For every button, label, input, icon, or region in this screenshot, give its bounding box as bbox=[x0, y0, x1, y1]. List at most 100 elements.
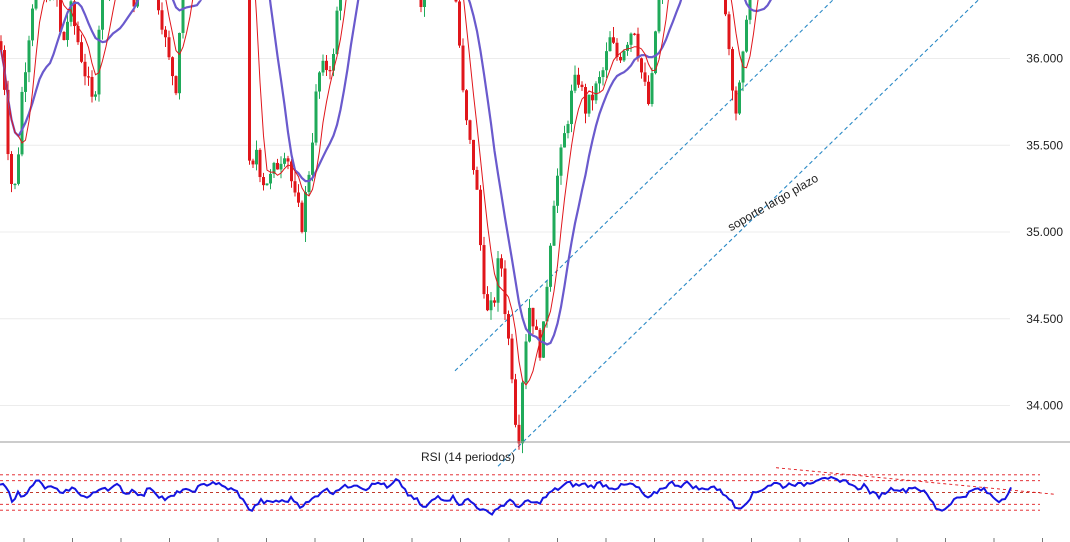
candle-up bbox=[626, 44, 629, 51]
candle-down bbox=[636, 33, 640, 59]
rsi-line bbox=[0, 475, 1012, 516]
candle-down bbox=[510, 338, 514, 380]
candle-down bbox=[731, 49, 734, 91]
candle-down bbox=[262, 177, 265, 186]
candle-up bbox=[654, 31, 657, 74]
candle-down bbox=[475, 169, 479, 190]
rsi-trendline bbox=[775, 467, 1056, 495]
candle-up bbox=[496, 258, 500, 303]
candle-down bbox=[276, 162, 279, 170]
candle-up bbox=[650, 73, 654, 105]
candle-up bbox=[570, 90, 573, 125]
candle-down bbox=[0, 41, 3, 51]
sma-slow-line bbox=[0, 0, 772, 346]
candle-up bbox=[307, 174, 311, 193]
candle-down bbox=[325, 60, 328, 71]
candle-up bbox=[542, 321, 545, 358]
candles bbox=[0, 0, 752, 454]
trendlines bbox=[454, 0, 980, 467]
candle-down bbox=[251, 160, 255, 165]
candle-down bbox=[640, 58, 643, 73]
candle-down bbox=[157, 0, 160, 11]
candle-down bbox=[612, 37, 615, 43]
candle-down bbox=[10, 154, 13, 184]
price-y-axis: 34.00034.50035.00035.50036.00036.50037.0… bbox=[1026, 52, 1063, 413]
candle-down bbox=[132, 0, 136, 7]
candle-down bbox=[80, 42, 83, 62]
candle-down bbox=[517, 424, 521, 444]
candle-down bbox=[514, 379, 517, 425]
candle-up bbox=[265, 183, 269, 186]
candle-down bbox=[258, 149, 262, 178]
candle-down bbox=[647, 81, 650, 105]
y-tick-label: 35.500 bbox=[1026, 138, 1063, 152]
candle-down bbox=[293, 181, 297, 193]
y-tick-label: 35.000 bbox=[1026, 225, 1063, 239]
candle-down bbox=[454, 0, 458, 2]
candle-down bbox=[619, 56, 622, 61]
candle-up bbox=[335, 10, 339, 54]
candle-down bbox=[164, 29, 167, 38]
candle-up bbox=[304, 192, 307, 232]
candle-up bbox=[528, 307, 531, 342]
candle-down bbox=[90, 76, 94, 97]
candle-down bbox=[482, 245, 486, 295]
candle-up bbox=[69, 1, 73, 22]
candle-down bbox=[507, 314, 510, 339]
candle-down bbox=[300, 202, 304, 232]
candle-down bbox=[615, 42, 619, 57]
candle-up bbox=[594, 83, 598, 101]
candle-down bbox=[577, 74, 580, 85]
candle-up bbox=[339, 0, 342, 11]
candle-down bbox=[167, 37, 171, 58]
candle-up bbox=[559, 147, 563, 176]
candle-down bbox=[584, 87, 587, 114]
candle-up bbox=[745, 19, 748, 52]
candle-up bbox=[318, 72, 321, 92]
y-tick-label: 34.000 bbox=[1026, 399, 1063, 413]
candle-up bbox=[601, 70, 605, 78]
rsi-trendlines bbox=[775, 467, 1056, 495]
price-grid bbox=[0, 58, 1010, 406]
support-annotation: soporte largo plazo bbox=[725, 171, 821, 234]
candle-down bbox=[290, 161, 293, 182]
candle-down bbox=[493, 300, 496, 303]
candle-down bbox=[160, 10, 164, 30]
candle-up bbox=[566, 124, 570, 134]
candle-up bbox=[34, 0, 38, 9]
candle-down bbox=[531, 307, 535, 327]
candle-down bbox=[87, 76, 90, 78]
candle-up bbox=[181, 0, 185, 33]
candle-down bbox=[297, 192, 300, 203]
trendline bbox=[497, 0, 980, 467]
rsi-levels bbox=[0, 474, 1040, 511]
candle-up bbox=[629, 33, 633, 45]
candle-down bbox=[458, 1, 461, 46]
candle-down bbox=[538, 329, 542, 358]
candle-up bbox=[738, 82, 741, 114]
candle-up bbox=[332, 53, 335, 71]
candle-down bbox=[580, 84, 584, 88]
candle-up bbox=[66, 21, 69, 41]
sma-fast-line bbox=[0, 0, 759, 386]
candle-up bbox=[573, 74, 577, 91]
candle-up bbox=[17, 154, 20, 184]
candle-up bbox=[552, 205, 556, 246]
rsi-title: RSI (14 periodos) bbox=[421, 450, 515, 464]
candle-down bbox=[727, 14, 731, 50]
candle-down bbox=[171, 57, 174, 77]
candle-up bbox=[97, 29, 101, 95]
candle-up bbox=[608, 37, 612, 52]
candle-up bbox=[657, 0, 661, 32]
candle-down bbox=[535, 326, 538, 330]
candle-up bbox=[545, 286, 549, 322]
y-tick-label: 36.000 bbox=[1026, 52, 1063, 66]
candle-up bbox=[622, 50, 626, 61]
candle-down bbox=[73, 1, 76, 27]
candle-up bbox=[283, 158, 286, 164]
candle-up bbox=[521, 382, 524, 444]
candle-down bbox=[286, 158, 290, 162]
candle-down bbox=[465, 90, 468, 121]
candle-down bbox=[59, 0, 62, 33]
